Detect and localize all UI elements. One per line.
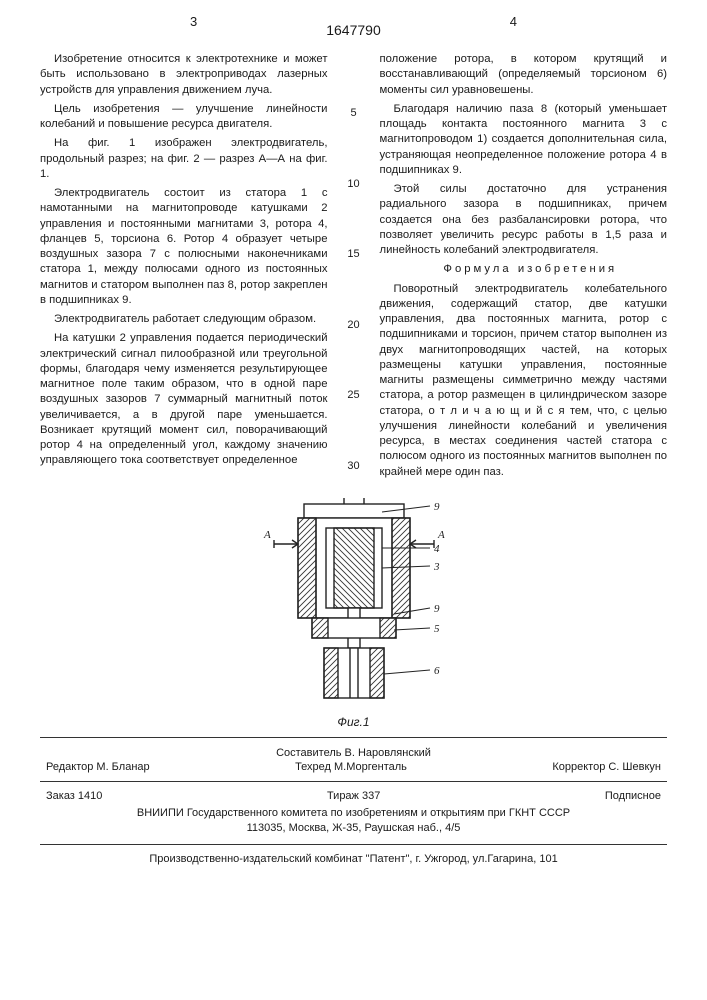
order-number: Заказ 1410: [46, 790, 102, 802]
callout: 4: [434, 543, 440, 555]
page-number-left: 3: [190, 14, 197, 29]
section-label: А: [263, 529, 271, 541]
callout: 6: [434, 665, 440, 677]
divider: [40, 781, 667, 782]
order-row: Заказ 1410 Тираж 337 Подписное: [40, 790, 667, 802]
line-marker: 20: [347, 318, 359, 333]
text-columns: Изобретение относится к электротехнике и…: [40, 52, 667, 484]
divider: [40, 844, 667, 845]
publisher-line: Производственно-издательский комбинат "П…: [40, 853, 667, 865]
paragraph: Цель изобретения — улучшение линейности …: [40, 102, 328, 133]
patent-page: 3 4 1647790 Изобретение относится к элек…: [0, 0, 707, 1000]
paragraph: Изобретение относится к электротехнике и…: [40, 52, 328, 98]
line-marker: 15: [347, 247, 359, 262]
section-label: А: [437, 529, 445, 541]
callout: 5: [434, 623, 440, 635]
credits-row: Редактор М. Бланар Техред М.Моргенталь К…: [40, 761, 667, 773]
paragraph: Электродвигатель работает следующим обра…: [40, 312, 328, 327]
line-marker: 25: [347, 388, 359, 403]
editor: Редактор М. Бланар: [46, 761, 150, 773]
institute-line: ВНИИПИ Государственного комитета по изоб…: [40, 806, 667, 821]
callout: 3: [433, 561, 440, 573]
figure-1: 9 4 3 9 5 6 А А Фиг.1: [40, 498, 667, 729]
compiler-line: Составитель В. Наровлянский: [40, 746, 667, 761]
line-marker: 10: [347, 177, 359, 192]
paragraph: Этой силы достаточно для устранения ради…: [380, 182, 668, 258]
divider: [40, 737, 667, 738]
paragraph: На фиг. 1 изображен электродвигатель, пр…: [40, 136, 328, 182]
line-number-gutter: 5 10 15 20 25 30: [346, 52, 362, 484]
page-number-right: 4: [510, 14, 517, 29]
tirazh: Тираж 337: [327, 790, 380, 802]
left-column: Изобретение относится к электротехнике и…: [40, 52, 328, 484]
corrector: Корректор С. Шевкун: [552, 761, 661, 773]
paragraph: положение ротора, в котором крутящий и в…: [380, 52, 668, 98]
right-column: положение ротора, в котором крутящий и в…: [380, 52, 668, 484]
institute-block: ВНИИПИ Государственного комитета по изоб…: [40, 806, 667, 836]
institute-line: 113035, Москва, Ж-35, Раушская наб., 4/5: [40, 821, 667, 836]
subscription: Подписное: [605, 790, 661, 802]
document-number: 1647790: [40, 22, 667, 38]
figure-caption: Фиг.1: [40, 715, 667, 729]
line-marker: 30: [347, 459, 359, 474]
paragraph: На катушки 2 управления подается периоди…: [40, 331, 328, 468]
paragraph: Благодаря наличию паза 8 (который уменьш…: [380, 102, 668, 178]
callout: 9: [434, 603, 440, 615]
techred: Техред М.Моргенталь: [295, 761, 407, 773]
callout: 9: [434, 501, 440, 513]
paragraph: Поворотный электродвигатель колебательно…: [380, 282, 668, 480]
paragraph: Электродвигатель состоит из статора 1 с …: [40, 186, 328, 308]
motor-cross-section-svg: 9 4 3 9 5 6 А А: [234, 498, 474, 708]
formula-heading: Формула изобретения: [380, 262, 668, 277]
line-marker: 5: [350, 106, 356, 121]
